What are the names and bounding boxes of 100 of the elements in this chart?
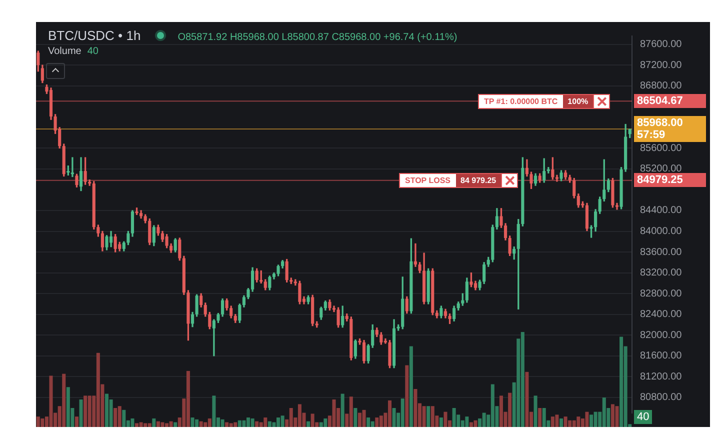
bar [409,346,413,427]
bar [520,332,524,427]
bar [139,422,143,427]
bar [414,389,418,427]
bar [538,408,542,427]
bar [379,416,383,427]
bar [79,399,83,427]
annotation: STOP LOSS [404,174,452,187]
bar [306,421,310,427]
bar [88,396,92,427]
bar [388,400,392,427]
bar [190,418,194,427]
bar [366,418,370,427]
bar [148,423,152,427]
bar [204,422,208,427]
bar [40,418,44,427]
y-tick-label: 81600.00 [640,350,682,362]
chart-subtitle: O85871.92 H85968.00 L85800.87 C85968.00 +96.74 (+0.11%) [178,32,458,43]
bar [568,420,572,427]
bar [452,408,456,427]
bar [238,420,242,427]
bar [542,408,546,427]
y-tick-label: 87600.00 [640,39,682,50]
bar [298,404,302,427]
bar [392,408,396,427]
bar [576,416,580,427]
bar [246,418,250,427]
candlestick [615,202,619,210]
bar [439,418,443,427]
bar [96,352,100,427]
bar [482,412,486,427]
bar [349,396,353,427]
bar [208,418,212,427]
bar [444,412,448,427]
text: 40 [634,410,652,424]
bar [36,416,40,427]
bar [375,418,379,427]
bar [332,399,336,427]
bar [268,421,272,427]
y-tick-label: 83200.00 [640,268,682,279]
annotation: TP #1: 0.00000 BTC [483,96,559,108]
y-tick-label: 85200.00 [640,164,682,175]
y-tick-label: 83600.00 [640,246,682,258]
y-tick-label: 82400.00 [640,309,682,320]
candlestick [70,157,74,178]
bar [62,374,66,427]
annotation: 84 979.25 [456,174,502,187]
bar [255,421,259,427]
bar [160,422,164,427]
bar [585,412,589,427]
ref-line-label: 84979.25 [634,173,706,188]
bar [340,394,344,427]
bar [400,398,404,427]
y-tick-label: 85600.00 [640,142,682,154]
bar [422,406,426,427]
y-tick-label: 86800.00 [640,80,682,92]
bar [186,370,190,427]
bar [572,420,576,427]
bar [370,421,374,427]
candlestick [414,243,418,267]
y-tick-label: 82800.00 [640,288,682,300]
bar [156,421,160,427]
bar [169,421,173,427]
bar [525,372,529,427]
bar [152,418,156,427]
bar [84,396,88,427]
bar [242,420,246,427]
bar [122,410,126,427]
y-tick-label: 87200.00 [640,60,682,71]
bar [559,418,564,427]
bar [114,408,118,427]
y-tick-label: 80800.00 [640,392,682,404]
bar [135,423,139,427]
bar [229,423,233,427]
chart-title: BTC/USDC • 1h [48,28,141,43]
bar [66,387,70,427]
bar [620,336,624,427]
bar [430,406,434,427]
bar [534,396,538,427]
order-tag: STOP LOSS 84 979.25 [399,172,518,188]
bar [555,414,559,427]
bar [602,398,606,427]
bar [594,412,598,427]
bar [264,418,268,427]
y-tick-label: 84400.00 [640,205,682,216]
bar [615,406,619,427]
bar [289,408,293,427]
bar [118,406,122,427]
bar [174,422,178,427]
bar [130,418,134,427]
bar [225,422,229,427]
annotation: 100% [562,94,594,108]
bar [212,396,216,427]
bar [564,416,568,427]
chart-title: Volume [48,46,82,57]
y-tick-label: 82000.00 [640,330,682,341]
bar [319,422,323,427]
bar [234,422,238,427]
annotation: 40 [87,46,98,57]
bar [104,394,109,427]
